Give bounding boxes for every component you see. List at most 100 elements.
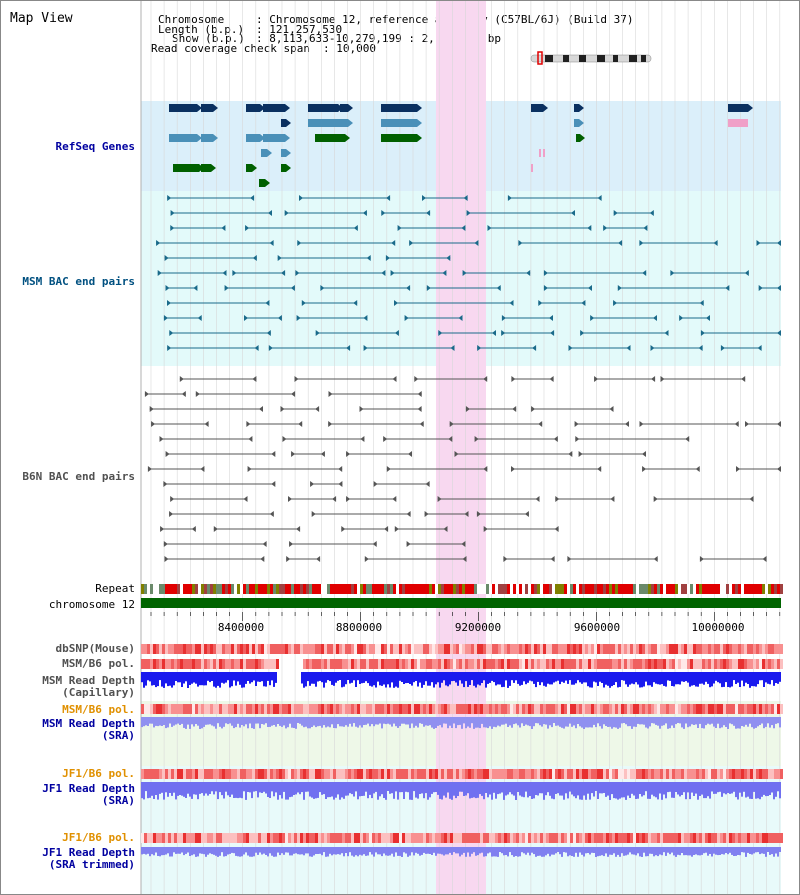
jf1-depth-sra-bar (441, 782, 443, 800)
jf1-b6-pol2-heat-cell (201, 833, 204, 843)
jf1-b6-pol-heat-cell (426, 769, 429, 779)
repeat-block (474, 584, 477, 594)
jf1-depth-trimmed-bar (747, 847, 749, 853)
jf1-depth-sra-bar (617, 782, 619, 800)
jf1-depth-trimmed-bar (709, 847, 711, 854)
msm-depth-sra-bar (321, 717, 323, 728)
jf1-b6-pol-heat-cell (642, 769, 645, 779)
jf1-b6-pol-heat-cell (252, 769, 255, 779)
msm-b6-pol-heat-cell (210, 659, 213, 669)
msm-depth-sra-bar (419, 717, 421, 724)
msm-b6-pol-heat-cell (558, 659, 561, 669)
jf1-b6-pol-heat-cell (405, 769, 408, 779)
b6n-bac-pair-end (555, 496, 560, 502)
b6n-bac-pair-end (246, 421, 251, 427)
dbsnp-heat-cell (645, 644, 648, 654)
jf1-b6-pol2-heat-cell (699, 833, 702, 843)
jf1-b6-pol2-heat-cell (693, 833, 696, 843)
msm-b6-pol-heat-cell (444, 659, 447, 669)
msm-b6-pol2-heat-cell (621, 704, 624, 714)
repeat-block (759, 584, 762, 594)
jf1-b6-pol-heat-cell (186, 769, 189, 779)
msm-b6-pol2-heat-cell (630, 704, 633, 714)
jf1-b6-pol2-heat-cell (207, 833, 210, 843)
jf1-b6-pol-heat-cell (540, 769, 543, 779)
repeat-block (237, 584, 240, 594)
jf1-depth-trimmed-bar (759, 847, 761, 855)
jf1-depth-trimmed-bar (147, 847, 149, 854)
msm-bac-pair-end (269, 240, 274, 246)
msm-depth-sra-bar (507, 717, 509, 727)
b6n-bac-pair-end (291, 391, 296, 397)
jf1-b6-pol2-heat-cell (594, 833, 597, 843)
jf1-depth-trimmed-bar (671, 847, 673, 853)
b6n-bac-pair-end (414, 376, 419, 382)
refseq-gene (173, 164, 199, 172)
jf1-depth-sra-bar (409, 782, 411, 800)
jf1-depth-trimmed-bar (319, 847, 321, 854)
msm-b6-pol-heat-cell (156, 659, 159, 669)
repeat-block (777, 584, 780, 594)
msm-depth-sra-bar (399, 717, 401, 727)
msm-depth-capillary-bar (759, 672, 761, 681)
jf1-b6-pol2-heat-cell (744, 833, 747, 843)
msm-depth-capillary-bar (429, 672, 431, 686)
repeat-block (675, 584, 678, 594)
repeat-block (405, 584, 408, 594)
msm-b6-pol2-heat-cell (585, 704, 588, 714)
msm-depth-sra-bar (765, 717, 767, 727)
msm-b6-pol2-heat-cell (693, 704, 696, 714)
jf1-b6-pol2-heat-cell (729, 833, 732, 843)
refseq-gene-arrow (579, 104, 584, 112)
msm-bac-pair-end (649, 210, 654, 216)
msm-b6-pol2-heat-cell (174, 704, 177, 714)
msm-depth-sra-bar (159, 717, 161, 726)
repeat-block (483, 584, 486, 594)
b6n-bac-pair-end (535, 496, 540, 502)
msm-b6-pol2-heat-cell (558, 704, 561, 714)
jf1-b6-pol-heat-cell (174, 769, 177, 779)
msm-depth-capillary-bar (581, 672, 583, 684)
jf1-b6-pol2-heat-cell (348, 833, 351, 843)
dbsnp-heat-cell (774, 644, 777, 654)
msm-depth-sra-bar (627, 717, 629, 727)
dbsnp-heat-cell (720, 644, 723, 654)
jf1-b6-pol2-heat-cell (432, 833, 435, 843)
msm-b6-pol-heat-cell (582, 659, 585, 669)
ideogram-band (597, 55, 605, 62)
msm-b6-pol-heat-cell (549, 659, 552, 669)
jf1-depth-trimmed-bar (167, 847, 169, 854)
repeat-block (726, 584, 729, 594)
jf1-depth-trimmed-bar (493, 847, 495, 857)
msm-b6-pol-heat-cell (204, 659, 207, 669)
msm-depth-capillary-bar (567, 672, 569, 684)
jf1-depth-trimmed-bar (553, 847, 555, 855)
msm-depth-sra-bar (351, 717, 353, 727)
msm-depth-sra-bar (491, 717, 493, 729)
msm-bac-pair-end (244, 315, 248, 321)
jf1-depth-sra-bar (229, 782, 231, 797)
msm-b6-pol-heat-cell (252, 659, 255, 669)
jf1-depth-sra-bar (157, 782, 159, 800)
repeat-block (513, 584, 516, 594)
msm-b6-pol2-heat-cell (252, 704, 255, 714)
jf1-depth-trimmed-bar (673, 847, 675, 856)
msm-depth-capillary-bar (719, 672, 721, 684)
msm-b6-pol-heat-cell (363, 659, 366, 669)
msm-bac-pair-end (597, 195, 602, 201)
msm-depth-capillary-bar (653, 672, 655, 683)
jf1-b6-pol-heat-cell (303, 769, 306, 779)
msm-b6-pol2-heat-cell (153, 704, 156, 714)
msm-depth-sra-bar (635, 717, 637, 727)
repeat-block (696, 584, 699, 594)
dbsnp-heat-cell (570, 644, 573, 654)
jf1-depth-trimmed-bar (627, 847, 629, 855)
jf1-depth-sra-bar (581, 782, 583, 800)
msm-depth-capillary-bar (233, 672, 235, 681)
jf1-depth-trimmed-bar (555, 847, 557, 854)
repeat-block (366, 584, 369, 594)
jf1-depth-sra-bar (181, 782, 183, 796)
refseq-gene (263, 134, 285, 142)
